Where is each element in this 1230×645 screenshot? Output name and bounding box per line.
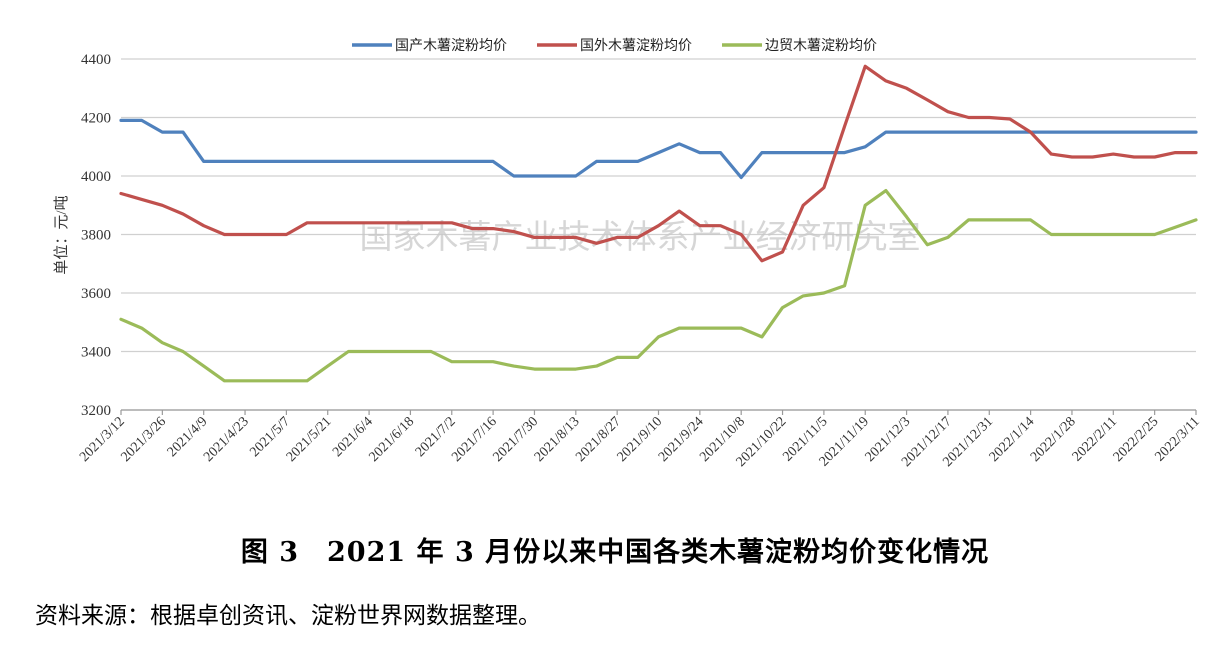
series-line-2 [119,64,1198,263]
series-lines [119,64,1198,383]
y-tick-label: 4000 [81,169,111,185]
x-tick-label: 2021/3/26 [118,414,169,465]
x-tick-label: 2022/1/28 [1028,414,1079,465]
y-tick-label: 3200 [81,403,111,419]
x-axis: 2021/3/122021/3/262021/4/92021/4/232021/… [77,409,1203,470]
legend-label: 边贸木薯淀粉均价 [765,38,877,54]
y-tick-label: 3600 [81,286,111,302]
legend: 国产木薯淀粉均价 国外木薯淀粉均价 边贸木薯淀粉均价 [352,38,877,54]
x-tick-label: 2021/5/21 [284,414,335,465]
y-axis: 3200 3400 3600 3800 4000 4200 4400 [81,52,111,419]
y-tick-label: 3800 [81,228,111,244]
y-axis-label: 单位：元/吨 [53,195,70,274]
gridlines [121,58,1196,411]
legend-label: 国外木薯淀粉均价 [580,38,692,54]
y-tick-label: 4200 [81,111,111,127]
legend-label: 国产木薯淀粉均价 [395,38,507,54]
x-tick-label: 2022/2/25 [1111,414,1162,465]
series-line-3 [119,189,1198,383]
y-tick-label: 3400 [81,345,111,361]
x-tick-label: 2021/4/23 [201,414,252,465]
line-chart: 3200 3400 3600 3800 4000 4200 4400 单位：元/吨 2021… [53,38,1203,470]
x-tick-label: 2022/3/11 [1152,414,1202,464]
x-tick-label: 2021/6/18 [366,414,417,465]
source-note: 资料来源：根据卓创资讯、淀粉世界网数据整理。 [35,603,541,629]
y-tick-label: 4400 [81,52,111,68]
figure-caption: 图 3 2021 年 3 月份以来中国各类木薯淀粉均价变化情况 [240,537,990,568]
series-line-1 [119,118,1198,180]
